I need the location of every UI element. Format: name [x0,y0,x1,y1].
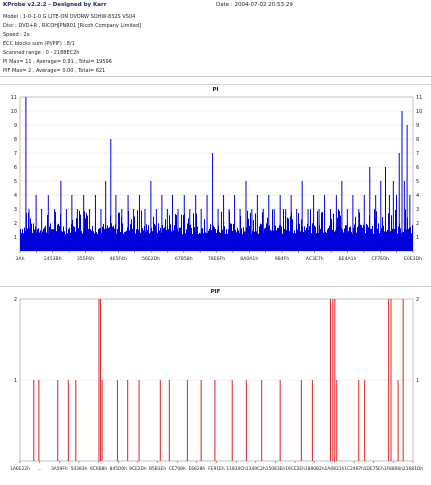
pi-xtick-label: 8A0A1h [240,256,258,262]
pif-xtick-label: CE708h [169,466,186,472]
pi-ytick-label-left: 6 [14,165,17,171]
info-disc: Disc : DVD+R , RICOHJPNR01 [Ricoh Compan… [3,23,142,29]
pif-xtick-label: 1F8806h [384,466,403,472]
pif-xtick-label: 54383h [71,466,88,472]
pi-ytick-label-left: 1 [14,235,17,241]
pi-ytick-label-left: 5 [14,179,17,185]
pi-chart-title: PI [212,87,219,93]
pi-xtick-label: BE4A1h [339,256,357,262]
pif-xtick-label: B5B3Eh [149,466,166,472]
pi-xtick-label: AC3E7h [306,256,324,262]
pi-xtick-label: 465F4h [110,256,127,262]
app-title: KProbe v2.2.2 - Designed by Karr [3,2,107,8]
pi-ytick-label-left: 11 [11,95,17,101]
pif-xtick-label: 15083Eh [266,466,286,472]
scan-date: Date : 2004-07-02 20:53:29 [216,2,293,8]
pi-xtick-label: 56E2Dh [142,256,160,262]
pif-xtick-label: 845D0h [110,466,128,472]
pif-xtick-label: ... [38,467,42,472]
pi-ytick-label-left: 4 [14,193,17,199]
pi-xtick-label: 67B58h [175,256,193,262]
pi-ytick-label-left: 7 [14,151,17,157]
pif-xtick-label: 21681Dh [403,466,423,472]
pif-xtick-label: 11834Ch [226,466,246,472]
pi-ytick-label-left: 3 [14,207,17,213]
pif-xtick-label: 1A6E22h [10,466,30,472]
pif-ytick-label-right: 2 [416,297,419,303]
info-speed: Speed : 2x [3,32,30,38]
pi-ytick-label-right: 7 [416,151,419,157]
pif-xtick-label: 9CE2Dh [129,466,147,472]
pif-xtick-label: 1A0831h [325,466,345,472]
info-pif-stats: PIF Max= 2 , Average= 0.00 , Total= 621 [3,68,106,74]
disc-info-panel: KProbe v2.2.2 - Designed by Karr Date : … [0,0,431,77]
pi-chart-panel: PI 1 1 2 2 3 3 4 4 5 5 6 6 7 7 8 8 9 9 10 10 11 11 3Ah 2453Bh 35… [0,84,431,281]
pif-xtick-label: 3A59Fh [51,466,68,472]
pi-xtick-label: 78E6Fh [208,256,225,262]
pif-xtick-label: 6C6B8h [90,466,107,472]
pi-xtick-label: CF7E0h [371,256,389,262]
pif-ytick-label-left: 2 [14,297,17,303]
pif-xtick-label: E6828h [188,466,205,472]
pif-xtick-label: FE91Eh [208,466,225,472]
pi-ytick-label-left: 10 [11,109,17,115]
pi-ytick-label-right: 2 [416,221,419,227]
info-pi-stats: PI Max= 11 , Average= 0.91 , Total= 1959… [3,59,112,65]
pi-ytick-label-left: 2 [14,221,17,227]
pi-ytick-label-right: 8 [416,137,419,143]
pif-xtick-label: 1DE75Eh [364,466,384,472]
pif-xtick-label: 1880B2h [305,466,325,472]
pi-ytick-label-right: 10 [416,109,422,115]
pi-ytick-label-right: 4 [416,193,419,199]
pi-xtick-label: 3Ah [16,256,25,262]
pi-ytick-label-left: 9 [14,123,17,129]
pif-ytick-label-right: 1 [416,378,419,384]
pi-xtick-label: 355F6h [77,256,94,262]
pif-chart-panel: PIF 1 1 2 2 1A6E22h... 3A59Fh 54383h 6C6B8h 845D… [0,286,431,481]
info-scanned-range: Scanned range : 0 - 2188EC2h [3,50,80,56]
pi-ytick-label-right: 3 [416,207,419,213]
pif-xtick-label: 16CE2Eh [285,466,305,472]
pi-xtick-label: 2453Bh [44,256,62,262]
pif-chart-title: PIF [210,289,221,295]
pif-ytick-label-left: 1 [14,378,17,384]
pif-xtick-label: 1349C2h [246,466,266,472]
info-model: Model : 1-0-1-0 G LITE-ON DVDRW SOHW-832… [3,14,136,20]
pi-ytick-label-right: 5 [416,179,419,185]
info-ecc-blocks: ECC blocks sum (PI/PIF) : 8/1 [3,41,75,47]
pi-ytick-label-right: 6 [416,165,419,171]
pi-ytick-label-left: 8 [14,137,17,143]
pi-ytick-label-right: 9 [416,123,419,129]
pif-chart: 1 1 2 2 1A6E22h... 3A59Fh 54383h 6C6B8h 845D0h 9C… [10,297,423,472]
pif-xtick-label: 1C2467h [344,466,364,472]
pi-xtick-label: E0E3Dh [404,256,422,262]
pi-ytick-label-right: 1 [416,235,419,241]
pi-xtick-label: 9B4Fh [275,256,290,262]
pi-ytick-label-right: 11 [416,95,422,101]
